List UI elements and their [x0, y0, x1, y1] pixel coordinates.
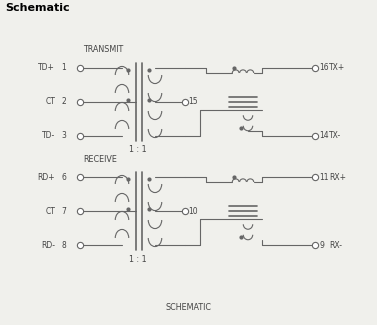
- Text: CT: CT: [45, 98, 55, 107]
- Text: 2: 2: [61, 98, 66, 107]
- Text: RD+: RD+: [37, 173, 55, 181]
- Text: 11: 11: [319, 173, 328, 181]
- Text: TRANSMIT: TRANSMIT: [83, 46, 123, 55]
- Text: 8: 8: [61, 240, 66, 250]
- Text: 14: 14: [319, 132, 329, 140]
- Text: 3: 3: [61, 132, 66, 140]
- Text: 1 : 1: 1 : 1: [129, 254, 147, 264]
- Text: RD-: RD-: [41, 240, 55, 250]
- Text: RX+: RX+: [329, 173, 346, 181]
- Text: 9: 9: [319, 240, 324, 250]
- Text: 16: 16: [319, 63, 329, 72]
- Text: TX+: TX+: [329, 63, 345, 72]
- Text: TD+: TD+: [38, 63, 55, 72]
- Text: 10: 10: [188, 206, 198, 215]
- Text: 6: 6: [61, 173, 66, 181]
- Text: RECEIVE: RECEIVE: [83, 155, 117, 164]
- Text: 1 : 1: 1 : 1: [129, 146, 147, 154]
- Text: Schematic: Schematic: [5, 3, 70, 13]
- Text: 7: 7: [61, 206, 66, 215]
- Text: TX-: TX-: [329, 132, 341, 140]
- Text: CT: CT: [45, 206, 55, 215]
- Text: SCHEMATIC: SCHEMATIC: [165, 303, 211, 311]
- Text: 1: 1: [61, 63, 66, 72]
- Text: RX-: RX-: [329, 240, 342, 250]
- Text: 15: 15: [188, 98, 198, 107]
- Text: TD-: TD-: [42, 132, 55, 140]
